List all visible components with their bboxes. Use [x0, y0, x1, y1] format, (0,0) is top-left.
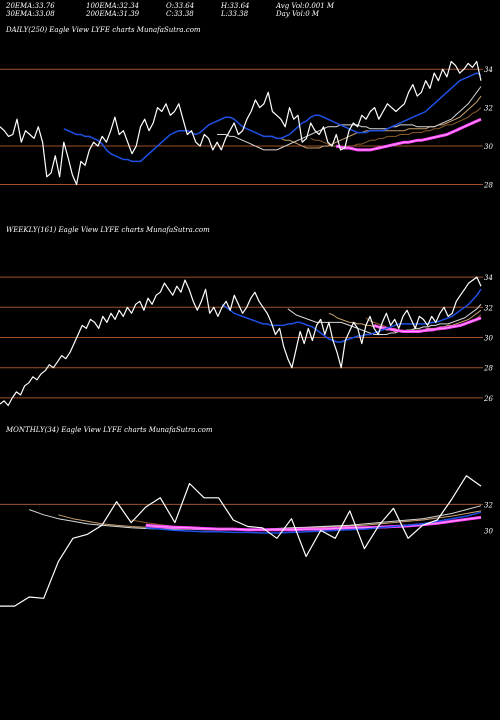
ema30-line [287, 303, 482, 335]
y-tick-label: 28 [483, 181, 493, 189]
ema200-readout: 200EMA:31.39 [86, 10, 140, 18]
panel-2: 30 32 [0, 475, 493, 607]
ema30-line [217, 86, 482, 151]
weekly-chart-title: WEEKLY(161) Eagle View LYFE charts Munaf… [6, 226, 210, 234]
open-readout: O:33.64 [166, 2, 195, 10]
low-readout: L:33.38 [221, 10, 249, 18]
y-tick-label: 32 [484, 105, 493, 113]
ema20-line [145, 511, 482, 534]
panel-1: 26 28 30 32 34 [0, 274, 493, 407]
panel-0: 28 30 32 34 [0, 60, 493, 189]
indicator-header: 20EMA:33.76 100EMA:32.34 O:33.64 H:33.64… [6, 2, 496, 22]
indicator-row-2: 30EMA:33.08 200EMA:31.39 C:33.38 L:33.38… [6, 10, 496, 18]
price-line [0, 276, 482, 407]
ema100-readout: 100EMA:32.34 [86, 2, 140, 10]
y-tick-label: 30 [484, 335, 493, 343]
ema200-highlight [373, 317, 482, 332]
y-tick-label: 28 [483, 365, 493, 373]
y-tick-label: 30 [484, 143, 493, 151]
y-tick-label: 34 [484, 66, 493, 74]
ema30-readout: 30EMA:33.08 [6, 10, 55, 18]
high-readout: H:33.64 [221, 2, 250, 10]
ema200-highlight [336, 118, 482, 151]
ema20-line [63, 72, 482, 163]
monthly-chart-title: MONTHLY(34) Eagle View LYFE charts Munaf… [6, 426, 213, 434]
ema20-line [221, 288, 482, 343]
y-tick-label: 32 [484, 304, 493, 312]
y-tick-label: 32 [484, 501, 493, 509]
price-line [0, 60, 482, 186]
price-line [0, 475, 482, 607]
y-tick-label: 30 [484, 527, 493, 535]
indicator-row-1: 20EMA:33.76 100EMA:32.34 O:33.64 H:33.64… [6, 2, 496, 10]
avg-vol-readout: Avg Vol:0.001 M [276, 2, 335, 10]
ema20-readout: 20EMA:33.76 [6, 2, 55, 10]
y-tick-label: 34 [484, 274, 493, 282]
daily-chart-title: DAILY(250) Eagle View LYFE charts Munafa… [6, 26, 201, 34]
close-readout: C:33.38 [166, 10, 194, 18]
y-tick-label: 26 [483, 395, 493, 403]
day-vol-readout: Day Vol:0 M [276, 10, 320, 18]
